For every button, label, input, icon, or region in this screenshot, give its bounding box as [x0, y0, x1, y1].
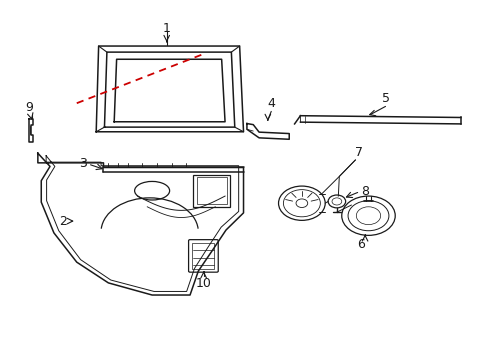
Text: 2: 2 — [59, 215, 67, 228]
Text: 5: 5 — [381, 92, 389, 105]
Text: 10: 10 — [195, 277, 211, 290]
Text: 3: 3 — [79, 157, 86, 170]
Text: 4: 4 — [267, 97, 275, 111]
Text: 9: 9 — [25, 101, 34, 114]
Text: 7: 7 — [354, 145, 362, 158]
Text: 8: 8 — [361, 185, 368, 198]
Text: 1: 1 — [163, 22, 170, 35]
Text: 6: 6 — [357, 238, 365, 251]
